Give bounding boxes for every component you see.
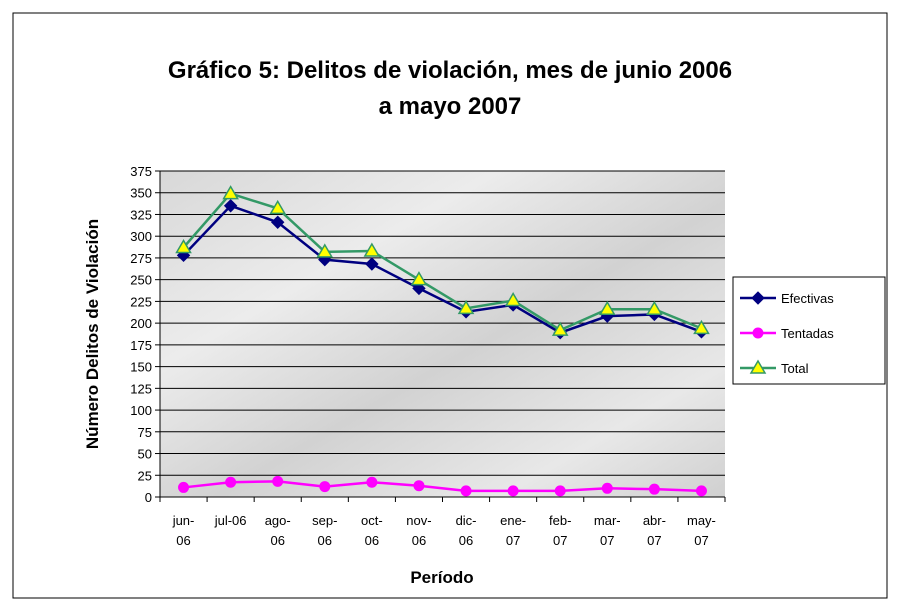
x-axis-label: Período (410, 568, 473, 587)
y-tick-label: 75 (138, 425, 152, 440)
data-point (460, 485, 472, 497)
y-tick-label: 250 (130, 273, 152, 288)
chart-title: Gráfico 5: Delitos de violación, mes de … (168, 57, 732, 84)
x-tick-label: abr-07 (643, 513, 666, 548)
y-tick-label: 225 (130, 294, 152, 309)
data-point (457, 299, 475, 315)
data-point (554, 485, 566, 497)
x-tick-label: may-07 (687, 513, 716, 548)
data-point (316, 243, 334, 258)
chart-title: a mayo 2007 (379, 93, 522, 120)
y-axis-label: Número Delitos de Violación (83, 219, 102, 449)
series-line (182, 204, 702, 335)
x-tick-label: dic-06 (456, 513, 477, 548)
legend-marker (751, 291, 765, 305)
data-point (601, 482, 613, 494)
x-tick-label: feb-07 (549, 513, 571, 548)
data-point (410, 271, 428, 286)
x-tick-label: sep-06 (312, 513, 337, 548)
y-tick-label: 175 (130, 338, 152, 353)
legend-label: Total (781, 361, 809, 376)
data-point (504, 292, 522, 307)
data-point (222, 185, 239, 200)
y-tick-label: 150 (130, 360, 152, 375)
y-tick-label: 325 (130, 207, 152, 222)
data-point (319, 481, 331, 493)
x-tick-label: jun-06 (172, 513, 195, 548)
data-point (272, 475, 284, 487)
data-point (271, 215, 285, 229)
y-tick-label: 25 (138, 468, 152, 483)
legend-marker (749, 359, 767, 374)
y-tick-label: 100 (130, 403, 152, 418)
x-tick-label: ago-06 (265, 513, 291, 548)
data-point (551, 321, 569, 336)
data-point (175, 239, 192, 254)
y-tick-label: 125 (130, 381, 152, 396)
plot-area (160, 171, 725, 497)
data-point (648, 483, 660, 495)
series-line (183, 480, 702, 493)
data-point (269, 199, 287, 215)
y-tick-label: 300 (130, 229, 152, 244)
y-tick-label: 50 (138, 447, 152, 462)
y-tick-label: 375 (130, 164, 152, 179)
series-line (182, 192, 702, 332)
y-tick-label: 0 (145, 490, 152, 505)
data-point (507, 485, 519, 497)
data-point (598, 300, 616, 315)
x-tick-label: mar-07 (594, 513, 621, 548)
x-tick-label: nov-06 (406, 513, 431, 548)
legend-label: Tentadas (781, 326, 834, 341)
data-point (695, 485, 707, 497)
data-point (178, 481, 190, 493)
data-point (413, 480, 425, 492)
legend-marker (752, 327, 764, 339)
data-point (365, 257, 379, 271)
x-tick-label: jul-06 (214, 513, 247, 528)
x-tick-label: oct-06 (361, 513, 383, 548)
y-tick-label: 200 (130, 316, 152, 331)
y-tick-label: 350 (130, 186, 152, 201)
legend-label: Efectivas (781, 291, 834, 306)
data-point (363, 242, 381, 257)
data-point (366, 476, 378, 488)
data-point (693, 319, 710, 335)
x-tick-label: ene-07 (500, 513, 526, 548)
data-point (646, 300, 663, 315)
data-point (225, 476, 237, 488)
y-tick-label: 275 (130, 251, 152, 266)
data-point (223, 199, 238, 213)
